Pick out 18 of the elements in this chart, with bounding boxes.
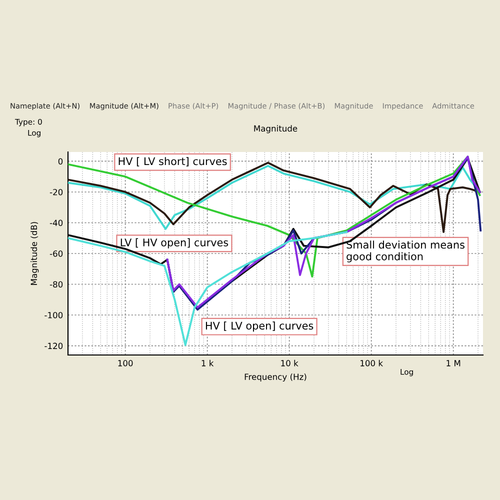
x-tick-label: 1 M — [446, 360, 460, 366]
y-axis-title: Magnitude (dB) — [30, 222, 39, 285]
x-tick-label: 100 k — [360, 360, 383, 366]
y-tick-label: -60 — [50, 250, 63, 257]
y-tick-label: -80 — [50, 281, 63, 288]
annotation: HV [ LV open] curves — [206, 322, 314, 332]
annotation: HV [ LV short] curves — [118, 157, 227, 166]
x-tick-label: 100 — [118, 360, 133, 366]
annotation: LV [ HV open] curves — [120, 238, 228, 248]
x-tick-label: 10 k — [281, 360, 298, 366]
y-tick-label: -40 — [50, 220, 63, 226]
y-tick-label: -100 — [44, 312, 63, 318]
y-tick-label: -120 — [44, 342, 63, 350]
y-tick-label: 0 — [58, 158, 63, 165]
x-tick-label: 1 k — [202, 360, 214, 366]
y-tick-label: -20 — [50, 188, 63, 196]
x-axis-title: Frequency (Hz) — [244, 373, 306, 382]
chart-title: Magnitude — [254, 125, 298, 134]
